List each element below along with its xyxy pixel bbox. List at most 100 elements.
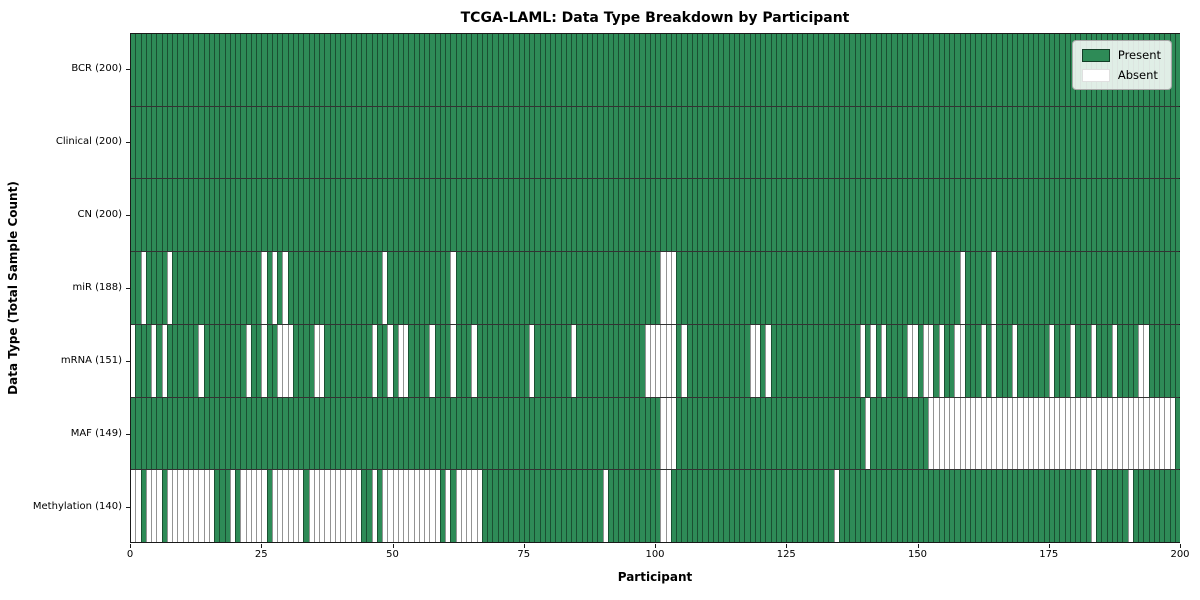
cell-present [970,106,976,179]
cell-present [964,34,970,106]
cell-present [718,106,724,179]
cell-present [445,179,451,252]
legend-swatch-present-icon [1081,48,1110,62]
cell-present [639,106,645,179]
cell-present [1043,179,1049,252]
cell-present [523,252,529,324]
cell-absent [277,324,283,397]
cell-present [796,324,802,397]
cell-present [455,397,461,470]
cell-present [1143,252,1149,324]
cell-absent [670,324,676,397]
cell-present [786,34,792,106]
cell-present [728,179,734,252]
x-tick-mark [392,544,394,548]
cell-present [754,252,760,324]
cell-present [145,324,151,397]
cell-present [1127,324,1133,397]
cell-present [796,34,802,106]
x-tick-label-200: 200 [1170,549,1190,560]
cell-present [912,106,918,179]
cell-present [329,34,335,106]
cell-absent [408,470,414,543]
cell-absent [429,324,435,397]
cell-present [765,179,771,252]
cell-present [345,179,351,252]
cell-present [224,34,230,106]
cell-present [676,324,682,397]
cell-present [418,106,424,179]
cell-present [1059,252,1065,324]
cell-present [229,397,235,470]
cell-present [891,106,897,179]
x-tick-label-100: 100 [645,549,665,560]
cell-present [865,34,871,106]
cell-present [781,106,787,179]
cell-present [649,397,655,470]
cell-present [313,179,319,252]
cell-present [355,397,361,470]
cell-present [1012,34,1018,106]
cell-present [319,179,325,252]
cell-present [445,34,451,106]
cell-present [1048,179,1054,252]
cell-present [823,179,829,252]
cell-present [996,106,1002,179]
cell-present [912,34,918,106]
cell-present [182,179,188,252]
cell-present [901,34,907,106]
cell-present [728,397,734,470]
cell-present [1132,470,1138,543]
cell-present [728,34,734,106]
cell-absent [387,470,393,543]
cell-present [182,34,188,106]
cell-present [718,397,724,470]
cell-present [392,106,398,179]
cell-present [602,252,608,324]
cell-present [613,252,619,324]
cell-present [828,397,834,470]
cell-present [697,397,703,470]
cell-present [413,252,419,324]
cell-present [492,324,498,397]
cell-present [471,106,477,179]
cell-present [445,106,451,179]
matrix-row-cn [131,179,1180,253]
cell-present [728,324,734,397]
cell-absent [1027,397,1033,470]
cell-absent [665,470,671,543]
cell-present [991,34,997,106]
cell-present [345,252,351,324]
cell-present [791,34,797,106]
cell-present [791,252,797,324]
cell-absent [261,324,267,397]
cell-present [644,34,650,106]
cell-absent [229,470,235,543]
cell-absent [1111,324,1117,397]
cell-present [975,252,981,324]
cell-present [812,106,818,179]
cell-present [439,34,445,106]
cell-present [760,179,766,252]
cell-present [560,179,566,252]
cell-absent [345,470,351,543]
presence-matrix [131,34,1180,543]
cell-present [1001,106,1007,179]
cell-present [261,397,267,470]
cell-present [334,324,340,397]
cell-present [366,34,372,106]
cell-present [261,34,267,106]
cell-present [623,252,629,324]
cell-present [618,179,624,252]
cell-present [833,34,839,106]
cell-present [235,179,241,252]
cell-present [1075,470,1081,543]
cell-present [319,106,325,179]
cell-present [781,34,787,106]
cell-present [970,252,976,324]
cell-present [1054,252,1060,324]
cell-present [229,34,235,106]
cell-present [833,324,839,397]
cell-present [408,397,414,470]
cell-absent [1085,397,1091,470]
